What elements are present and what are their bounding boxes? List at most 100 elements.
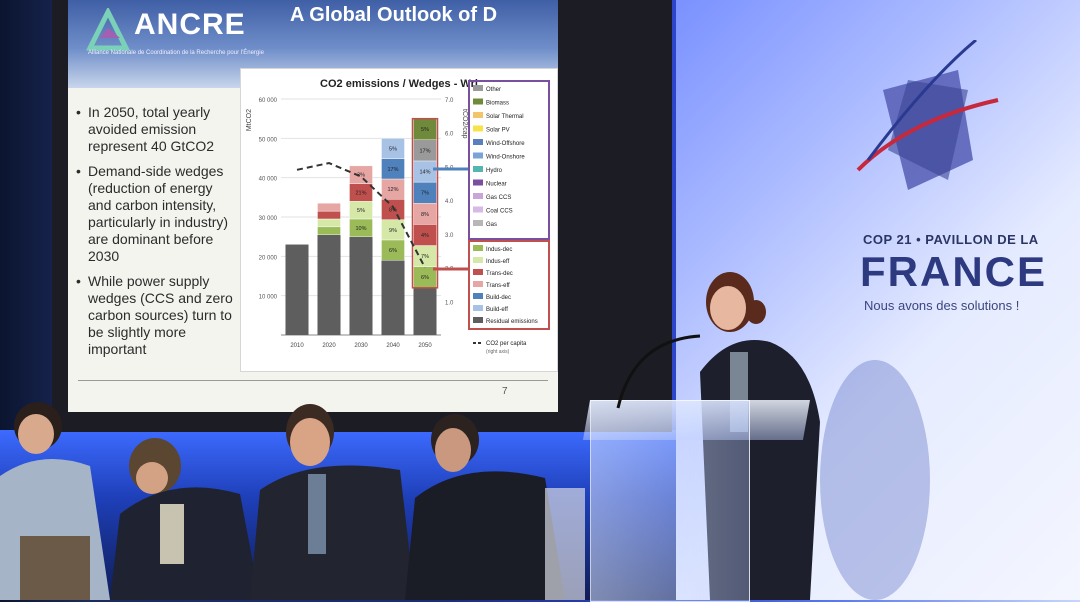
panelist-4 [405,414,585,600]
bar-wedge-segment [317,226,341,235]
legend-item: Gas CCS [486,195,511,201]
legend-item: Solar PV [486,128,510,134]
segment-data-label: 6% [421,275,429,281]
legend-swatch [473,220,483,226]
legend-swatch [473,85,483,91]
bar-wedge-segment [317,210,341,220]
bar-highlight-outline [411,117,439,289]
segment-data-label: 10% [355,226,366,232]
segment-data-label: 5% [389,146,397,152]
y2-tick-label: 3.0 [445,233,454,239]
segment-data-label: 6% [389,248,397,254]
y-tick-label: 40 000 [259,177,278,183]
bullet-item: While power supply wedges (CCS and zero … [74,273,234,358]
legend-item: Trans-dec [486,271,513,277]
slide-divider [78,380,548,381]
bar-wedge-segment [317,218,341,228]
legend-swatch [473,152,483,159]
segment-data-label: 5% [421,127,429,133]
x-tick-label: 2050 [418,343,432,349]
legend-swatch [473,281,483,287]
legend-swatch [473,257,483,263]
ancre-logo-icon [86,8,130,51]
segment-data-label: 5% [357,208,365,214]
y2-tick-label: 7.0 [445,98,454,104]
segment-data-label: 3% [357,173,365,179]
legend-item: Residual emissions [486,319,538,325]
page-number: 7 [502,386,508,397]
segment-data-label: 4% [421,233,429,239]
legend-item: Indus-eff [486,259,510,265]
y2-axis-label: tCO2/cap [461,109,468,139]
legend-swatch [473,317,483,323]
y-axis-label: MtCO2 [246,109,253,131]
legend-item: Hydro [486,168,503,174]
panelist-3 [250,404,415,600]
bar-wedge-segment [349,165,373,184]
microphone-icon [616,334,701,409]
legend-swatch [473,206,483,213]
panelist-1 [0,402,110,600]
legend-swatch [473,245,483,251]
legend-item: Build-eff [486,307,508,313]
y2-tick-label: 6.0 [445,132,454,138]
emissions-chart: CO2 emissions / Wedges - Wrl MtCO2 tCO2/ca… [246,78,550,355]
legend-swatch [473,166,483,172]
y-tick-label: 10 000 [259,295,278,301]
speaker-shadow [820,360,930,600]
bar-wedge-segment [381,138,405,159]
legend-item: Build-dec [486,295,511,301]
legend-supply-box [468,80,550,240]
legend-swatch [473,139,483,145]
bar-residual-2010 [285,244,309,335]
legend-item: Wind-Onshore [486,155,525,161]
bullet-item: In 2050, total yearly avoided emission r… [74,104,234,155]
legend-swatch [473,125,483,132]
segment-data-label: 8% [389,207,397,213]
bullet-item: Demand-side wedges (reduction of energy … [74,163,234,265]
bar-wedge-segment [317,203,341,212]
bar-residual-2040 [381,260,405,335]
legend-item: Trans-eff [486,283,510,289]
slide-title: A Global Outlook of D [290,4,498,26]
legend-item: Gas [486,222,497,228]
legend-swatch [473,179,483,186]
y2-tick-label: 1.0 [445,300,454,306]
chart-panel: CO2 emissions / Wedges - Wrl MtCO2 tCO2/ca… [240,68,558,372]
segment-data-label: 14% [419,170,430,176]
slide-logo-text: ANCRE [134,8,246,41]
legend-swatch [473,293,483,299]
y-tick-label: 30 000 [259,216,278,222]
legend-swatch [473,112,483,118]
y2-tick-label: 4.0 [445,199,454,205]
legend-item: Indus-dec [486,247,512,253]
event-line: COP 21 • PAVILLON DE LA [863,232,1039,247]
segment-data-label: 7% [421,254,429,260]
legend-demand-box [468,240,550,330]
segment-data-label: 8% [421,212,429,218]
legend-item: CO2 per capita [486,341,527,347]
chart-title: CO2 emissions / Wedges - Wrl [320,78,478,90]
slide-bullets: In 2050, total yearly avoided emission r… [74,104,234,366]
wall-tagline: Nous avons des solutions ! [864,298,1020,313]
legend-swatch [473,193,483,199]
legend-swatch [473,98,483,105]
y-tick-label: 60 000 [259,98,278,104]
legend-item: Coal CCS [486,209,513,215]
cop21-logo-icon [856,40,999,190]
legend-note: (right axis) [486,349,510,355]
legend-item: Biomass [486,101,509,107]
x-tick-label: 2020 [322,343,336,349]
y-tick-label: 50 000 [259,137,278,143]
bar-residual-2030 [349,236,373,335]
legend-item: Other [486,87,501,93]
y-tick-label: 20 000 [259,255,278,261]
legend-item: Nuclear [486,182,507,188]
segment-data-label: 17% [419,148,430,154]
bar-residual-2020 [317,234,341,335]
bar-residual-2050 [413,287,437,335]
segment-data-label: 12% [387,187,398,193]
segment-data-label: 21% [355,190,366,196]
segment-data-label: 9% [389,228,397,234]
country-title: FRANCE [860,248,1047,295]
